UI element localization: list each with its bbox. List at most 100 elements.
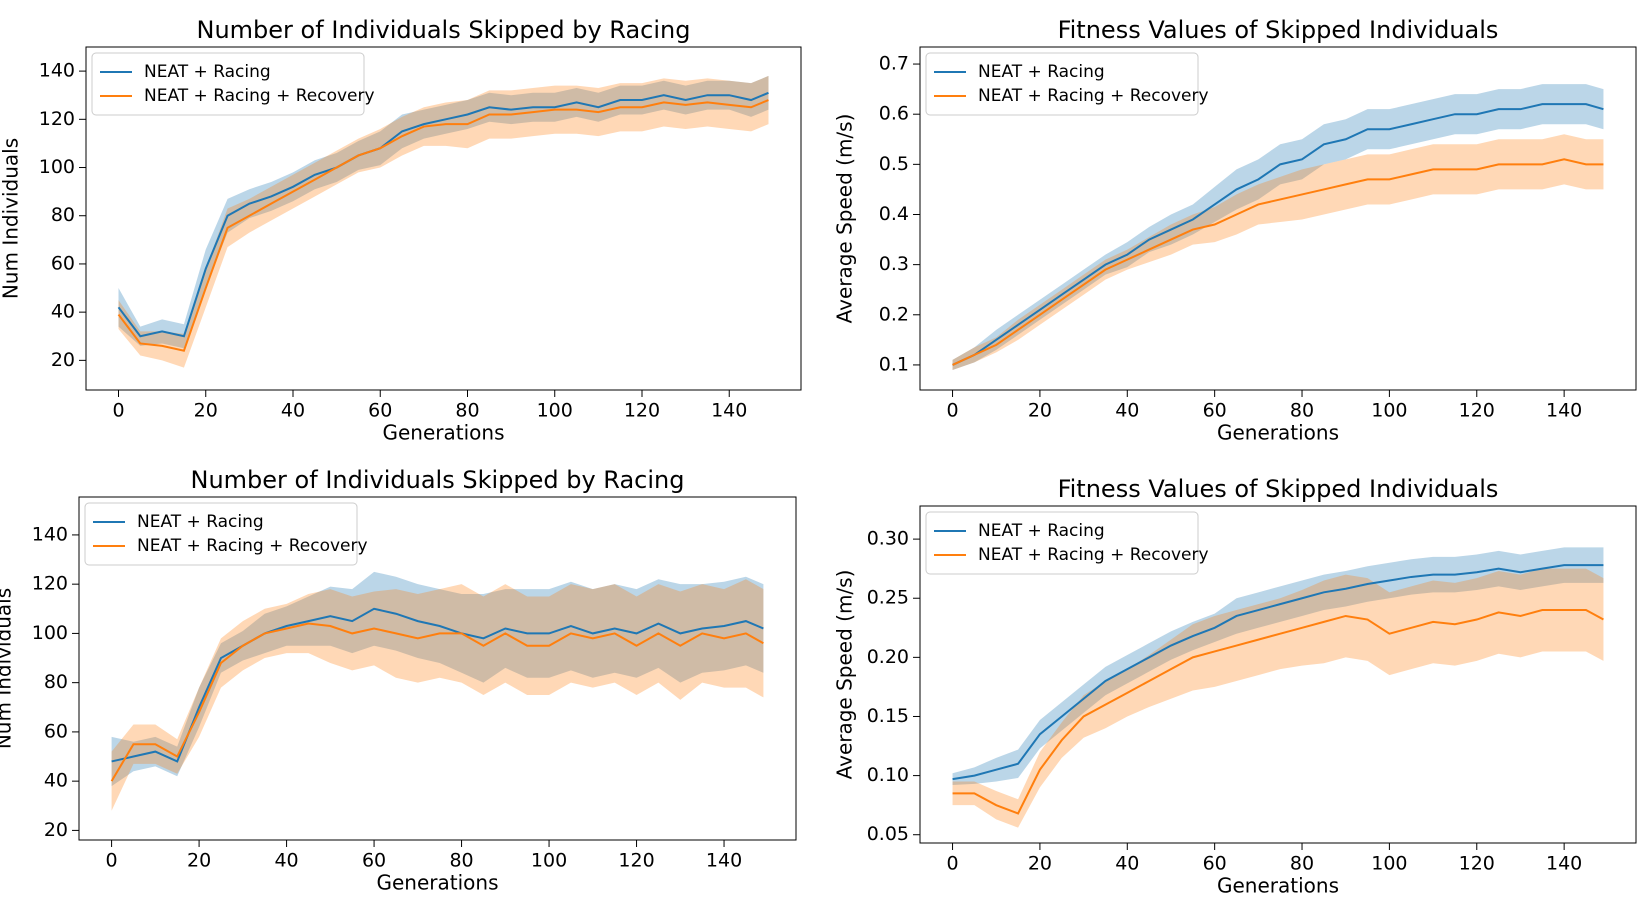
legend-label: NEAT + Racing [144,62,271,82]
x-tick-label: 0 [112,400,124,422]
y-tick-label: 0.3 [879,253,909,275]
y-tick-label: 0.2 [879,303,909,325]
series-line [117,99,769,352]
y-tick-label: 0.30 [867,528,909,550]
x-tick-label: 120 [1459,853,1495,875]
x-tick-label: 140 [711,400,747,422]
error-band [952,84,1604,370]
y-tick-label: 0.10 [867,764,909,786]
y-tick-label: 60 [51,252,75,274]
series-line [952,564,1604,781]
legend-label: NEAT + Racing + Recovery [137,536,368,556]
x-tick-label: 20 [1028,853,1052,875]
y-tick-label: 80 [51,204,75,226]
legend-label: NEAT + Racing [978,62,1105,82]
y-tick-label: 0.05 [867,823,909,845]
y-axis-label: Average Speed (m/s) [833,570,857,780]
plot-frame [85,46,802,391]
x-tick-label: 100 [537,400,573,422]
y-tick-label: 0.25 [867,587,909,609]
x-tick-label: 100 [531,850,567,872]
y-tick-label: 0.4 [879,203,909,225]
x-axis-label: Generations [1217,874,1339,898]
y-tick-label: 40 [44,770,68,792]
chart-title: Number of Individuals Skipped by Racing [191,466,685,494]
y-tick-label: 0.7 [879,53,909,75]
x-tick-label: 60 [368,400,392,422]
subplot: Fitness Values of Skipped Individuals 0 20… [833,16,1637,445]
x-tick-label: 120 [1459,400,1495,422]
error-band [952,134,1604,370]
x-tick-label: 140 [1546,400,1582,422]
subplot: Number of Individuals Skipped by Racing 0… [0,466,797,895]
legend-label: NEAT + Racing [978,521,1105,541]
x-tick-label: 40 [1115,853,1139,875]
legend-label: NEAT + Racing + Recovery [978,86,1209,106]
legend-box [84,502,358,566]
y-tick-label: 0.15 [867,705,909,727]
y-tick-label: 120 [32,573,68,595]
x-tick-label: 120 [618,850,654,872]
legend-box [91,52,365,116]
x-tick-label: 0 [106,850,118,872]
x-tick-label: 140 [706,850,742,872]
x-tick-label: 80 [455,400,479,422]
x-tick-label: 0 [946,400,958,422]
x-axis-label: Generations [377,871,499,895]
x-tick-label: 40 [274,850,298,872]
x-tick-label: 140 [1546,853,1582,875]
x-tick-label: 20 [1028,400,1052,422]
y-tick-label: 100 [32,622,68,644]
chart-title: Fitness Values of Skipped Individuals [1058,16,1499,44]
x-tick-label: 0 [946,853,958,875]
legend-label: NEAT + Racing + Recovery [144,86,375,106]
x-tick-label: 80 [1290,400,1314,422]
y-axis-label: Average Speed (m/s) [833,114,857,324]
series-line [111,607,764,763]
x-tick-label: 20 [187,850,211,872]
x-tick-label: 100 [1371,400,1407,422]
y-tick-label: 140 [39,60,75,82]
y-tick-label: 20 [44,819,68,841]
y-tick-label: 120 [39,108,75,130]
series-line [117,91,769,338]
y-tick-label: 140 [32,523,68,545]
error-band [952,568,1604,828]
chart-title: Number of Individuals Skipped by Racing [197,16,691,44]
series-line [110,622,764,782]
legend-box [925,52,1199,116]
y-axis-label: Num Individuals [0,588,16,749]
y-tick-label: 40 [51,301,75,323]
error-band [111,579,764,811]
x-tick-label: 60 [1203,853,1227,875]
subplot: Fitness Values of Skipped Individuals 0 20… [833,475,1637,898]
x-axis-label: Generations [383,421,505,445]
subplot: Number of Individuals Skipped by Racing 0… [0,16,802,445]
x-axis-label: Generations [1217,421,1339,445]
x-tick-label: 120 [624,400,660,422]
series-line [952,158,1604,366]
y-tick-label: 0.5 [879,153,909,175]
y-tick-label: 20 [51,349,75,371]
y-tick-label: 60 [44,720,68,742]
plot-frame [78,496,797,841]
y-tick-label: 0.6 [879,103,909,125]
x-tick-label: 80 [449,850,473,872]
x-tick-label: 40 [1115,400,1139,422]
legend-label: NEAT + Racing + Recovery [978,545,1209,565]
series-line [952,609,1604,815]
legend-box [925,511,1199,575]
error-band [118,75,769,368]
x-tick-label: 60 [362,850,386,872]
error-band [111,571,764,787]
x-tick-label: 40 [281,400,305,422]
y-tick-label: 0.1 [879,353,909,375]
error-band [952,547,1604,786]
plot-frame [919,46,1637,391]
x-tick-label: 20 [194,400,218,422]
y-tick-label: 100 [39,156,75,178]
x-tick-label: 100 [1371,853,1407,875]
series-line [952,103,1604,366]
